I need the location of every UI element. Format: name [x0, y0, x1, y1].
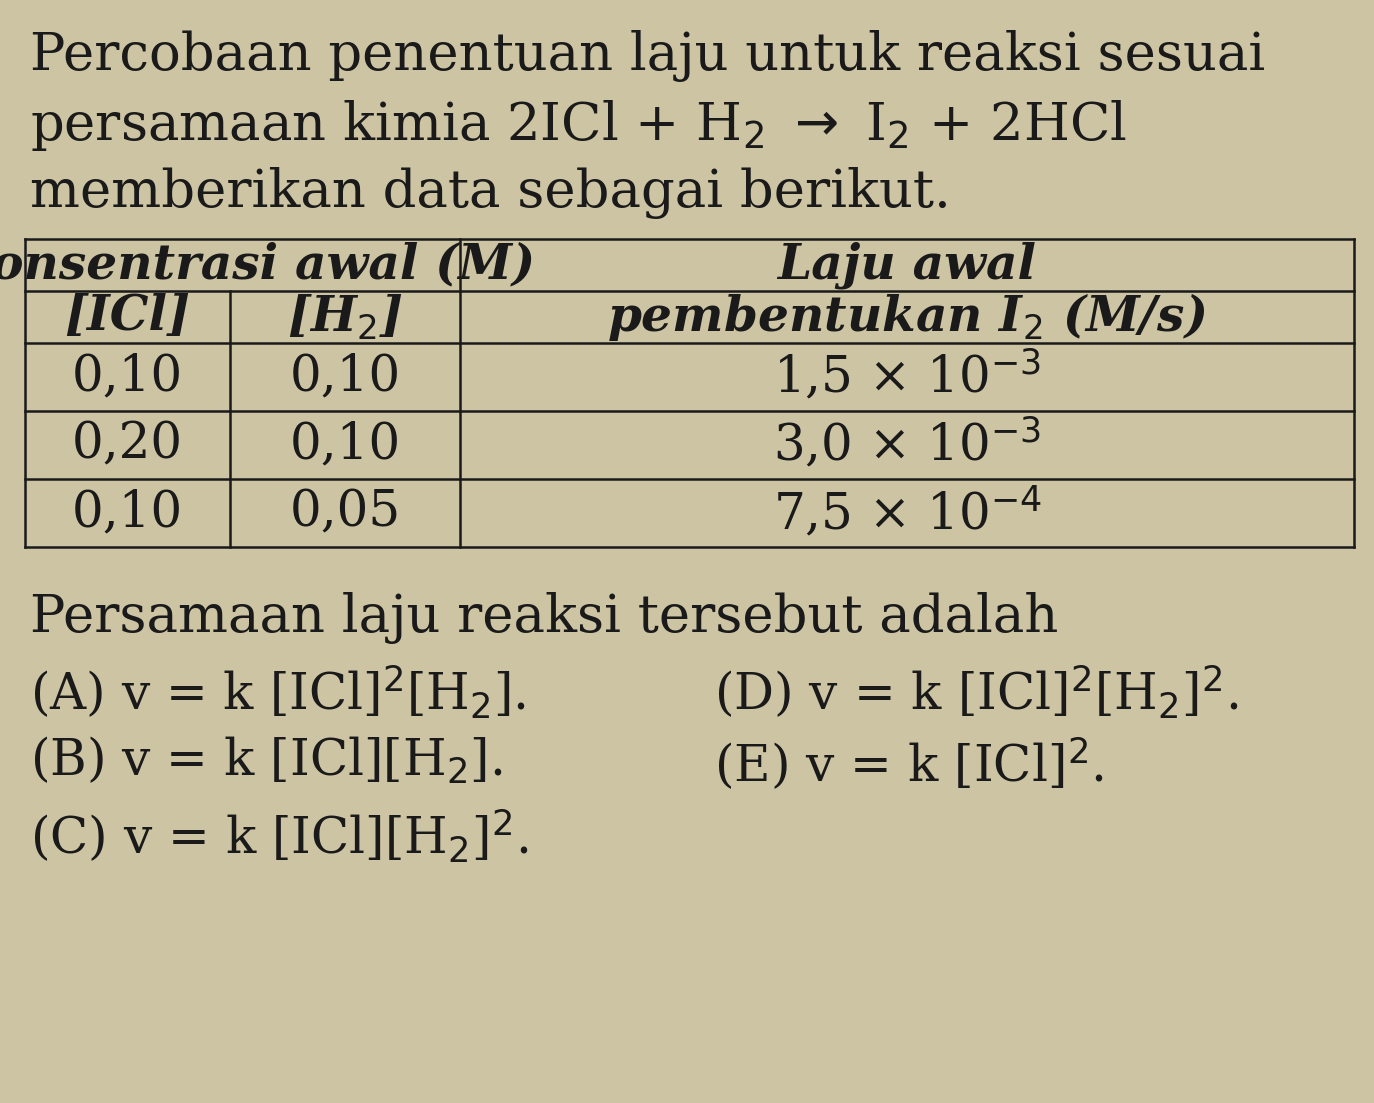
Text: (E) v = k [ICl]$^2$.: (E) v = k [ICl]$^2$. [714, 736, 1105, 793]
Text: Percobaan penentuan laju untuk reaksi sesuai: Percobaan penentuan laju untuk reaksi se… [30, 30, 1265, 82]
Text: 0,10: 0,10 [290, 420, 401, 470]
Text: (A) v = k [ICl]$^2$[H$_2$].: (A) v = k [ICl]$^2$[H$_2$]. [30, 664, 526, 721]
Text: 0,10: 0,10 [290, 352, 401, 401]
Text: persamaan kimia 2ICl + H$_2$ $\rightarrow$ I$_2$ + 2HCl: persamaan kimia 2ICl + H$_2$ $\rightarro… [30, 98, 1127, 153]
Text: (C) v = k [ICl][H$_2$]$^2$.: (C) v = k [ICl][H$_2$]$^2$. [30, 808, 529, 865]
Text: 3,0 × 10$^{-3}$: 3,0 × 10$^{-3}$ [774, 417, 1041, 472]
Text: Konsentrasi awal (M): Konsentrasi awal (M) [0, 242, 534, 289]
Text: 0,10: 0,10 [71, 352, 183, 401]
Text: memberikan data sebagai berikut.: memberikan data sebagai berikut. [30, 167, 951, 218]
Text: [ICl]: [ICl] [65, 293, 191, 341]
Text: 7,5 × 10$^{-4}$: 7,5 × 10$^{-4}$ [772, 485, 1041, 540]
Text: 0,10: 0,10 [71, 489, 183, 538]
Text: 0,20: 0,20 [71, 420, 183, 470]
Text: Persamaan laju reaksi tersebut adalah: Persamaan laju reaksi tersebut adalah [30, 592, 1058, 644]
Text: 1,5 × 10$^{-3}$: 1,5 × 10$^{-3}$ [774, 350, 1041, 405]
Text: pembentukan I$_2$ (M/s): pembentukan I$_2$ (M/s) [607, 291, 1206, 343]
Text: Laju awal: Laju awal [778, 242, 1036, 289]
Text: [H$_2$]: [H$_2$] [287, 292, 403, 342]
Text: 0,05: 0,05 [290, 489, 401, 538]
Text: (B) v = k [ICl][H$_2$].: (B) v = k [ICl][H$_2$]. [30, 736, 503, 788]
Text: (D) v = k [ICl]$^2$[H$_2$]$^2$.: (D) v = k [ICl]$^2$[H$_2$]$^2$. [714, 664, 1239, 721]
